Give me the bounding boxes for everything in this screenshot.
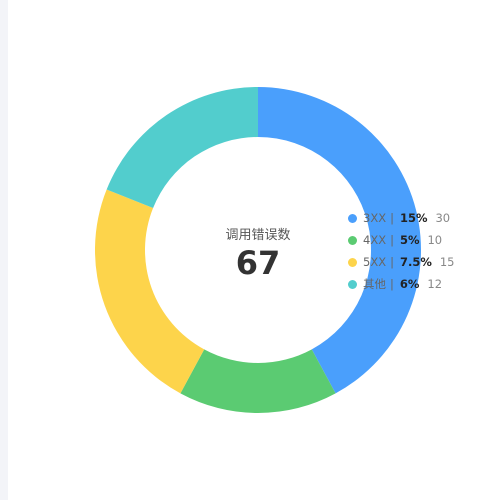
legend-item-4xx[interactable]: 4XX | 5% 10 — [348, 229, 455, 251]
legend-count: 10 — [427, 233, 443, 247]
legend-separator: | — [390, 211, 394, 225]
legend-separator: | — [390, 255, 394, 269]
center-label: 调用错误数 — [225, 228, 291, 243]
slice-5xx[interactable] — [94, 189, 205, 394]
legend-name: 3XX — [363, 211, 387, 225]
legend-dot-4xx — [348, 235, 357, 245]
legend-count: 12 — [427, 277, 443, 291]
legend-percent: 15% — [399, 211, 428, 225]
legend-dot-other — [348, 279, 357, 289]
slice-3xx[interactable] — [258, 87, 422, 394]
legend-name: 5XX — [363, 255, 387, 269]
slice-4xx[interactable] — [180, 349, 336, 413]
legend-separator: | — [390, 277, 394, 291]
legend-item-5xx[interactable]: 5XX | 7.5% 15 — [348, 251, 455, 273]
legend-count: 30 — [435, 211, 451, 225]
left-edge-strip — [0, 0, 8, 500]
legend-dot-3xx — [348, 213, 357, 223]
legend-separator: | — [390, 233, 394, 247]
legend-name: 其他 — [363, 277, 386, 291]
legend-percent: 6% — [399, 277, 420, 291]
legend-item-3xx[interactable]: 3XX | 15% 30 — [348, 207, 455, 229]
legend-percent: 5% — [399, 233, 420, 247]
legend-item-other[interactable]: 其他 | 6% 12 — [348, 273, 455, 295]
legend-count: 15 — [439, 255, 455, 269]
legend-dot-5xx — [348, 257, 357, 267]
legend: 3XX | 15% 30 4XX | 5% 10 5XX | 7.5% 15 其… — [348, 207, 455, 295]
slice-other[interactable] — [106, 87, 258, 209]
legend-name: 4XX — [363, 233, 387, 247]
center-value: 67 — [235, 244, 281, 282]
legend-percent: 7.5% — [399, 255, 432, 269]
